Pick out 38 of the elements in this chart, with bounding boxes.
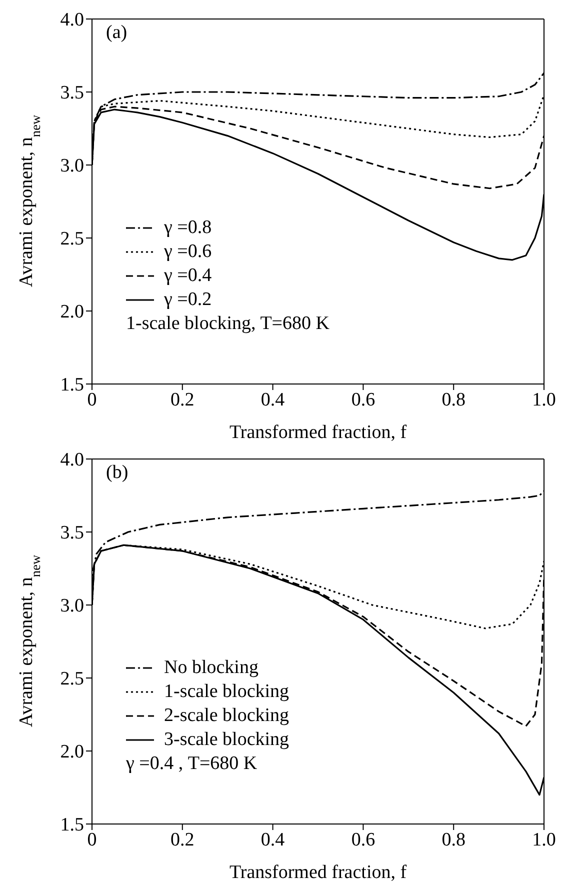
x-tick-label: 0.6 [351, 829, 376, 850]
legend-label: γ =0.4 [164, 264, 212, 288]
x-tick-label: 0.4 [260, 829, 286, 850]
y-tick-label: 2.5 [60, 668, 84, 690]
y-tick-label: 1.5 [60, 374, 84, 396]
x-tick-label: 0.6 [351, 389, 376, 410]
y-tick-label: 1.5 [60, 814, 84, 836]
y-tick-label: 3.0 [60, 156, 84, 177]
x-tick-label: 0.2 [170, 829, 194, 850]
x-tick-label: 1.0 [532, 829, 556, 850]
y-tick-label: 4.0 [60, 450, 84, 471]
legend-label: γ =0.6 [164, 240, 212, 264]
y-tick-label: 2.0 [60, 302, 84, 323]
x-tick-label: 0 [87, 389, 97, 410]
legend-label: 2-scale blocking [164, 704, 290, 728]
y-tick-label: 3.5 [60, 82, 84, 104]
legend-label: γ =0.2 [164, 288, 212, 312]
legend-label: No blocking [164, 656, 258, 680]
legend-label: 1-scale blocking [164, 680, 290, 704]
x-tick-label: 0.8 [442, 389, 466, 410]
y-tick-label: 2.5 [60, 228, 84, 250]
y-tick-label: 2.0 [60, 742, 84, 763]
x-tick-label: 0 [87, 829, 97, 850]
x-tick-label: 0.2 [170, 389, 194, 410]
x-axis-title: Transformed fraction, f [229, 862, 408, 883]
y-tick-label: 3.0 [60, 596, 84, 617]
legend-label: γ =0.8 [164, 216, 212, 240]
x-tick-label: 0.4 [260, 389, 286, 410]
legend-label: 3-scale blocking [164, 728, 290, 752]
annotation: γ =0.4 , T=680 K [126, 752, 258, 776]
annotation: (a) [106, 22, 128, 44]
y-tick-label: 3.5 [60, 522, 84, 544]
x-tick-label: 0.8 [442, 829, 466, 850]
annotation: 1-scale blocking, T=680 K [126, 312, 330, 336]
annotation: (b) [106, 462, 128, 484]
x-axis-title: Transformed fraction, f [229, 422, 408, 443]
x-tick-label: 1.0 [532, 389, 556, 410]
y-tick-label: 4.0 [60, 10, 84, 31]
